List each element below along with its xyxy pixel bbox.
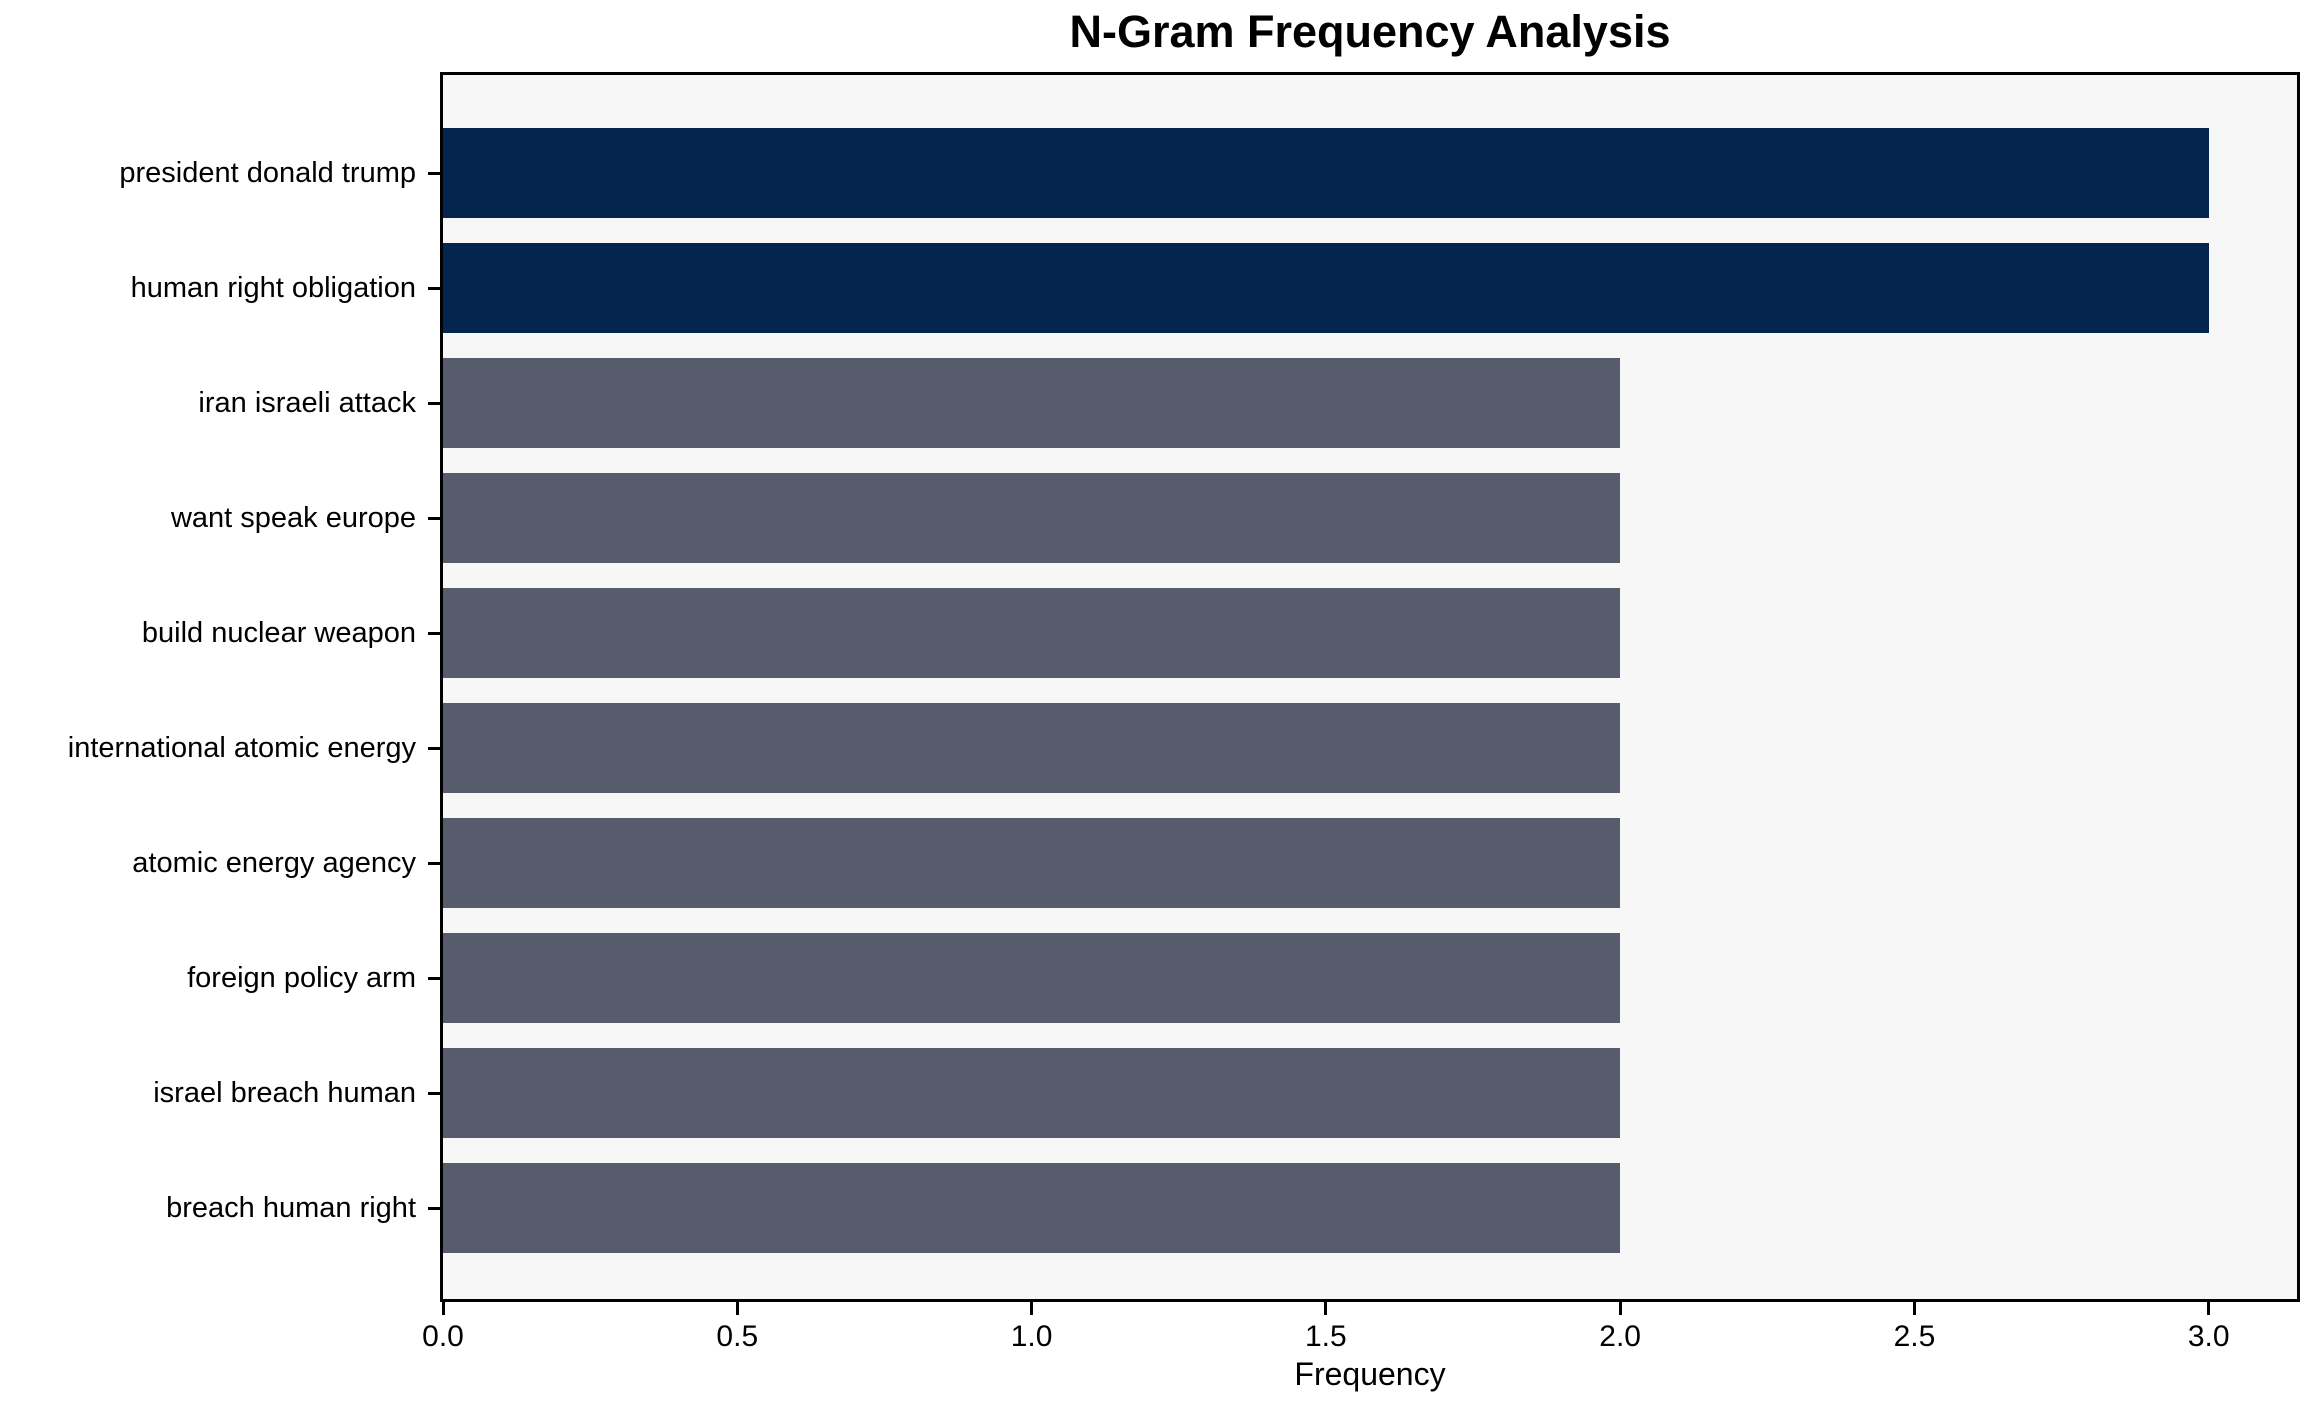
y-tick-mark	[428, 401, 440, 405]
bar-human-right-obligation	[443, 243, 2209, 333]
bar-atomic-energy-agency	[443, 818, 1621, 908]
y-tick-mark	[428, 286, 440, 290]
y-tick-mark	[428, 631, 440, 635]
y-tick-label: breach human right	[166, 1192, 416, 1224]
x-tick-mark	[1618, 1302, 1622, 1315]
x-axis-label: Frequency	[1294, 1356, 1446, 1392]
bar-want-speak-europe	[443, 473, 1621, 563]
y-tick-label: human right obligation	[130, 272, 416, 304]
chart-title: N-Gram Frequency Analysis	[1069, 6, 1671, 57]
x-tick-mark	[1030, 1302, 1034, 1315]
x-tick-mark	[441, 1302, 445, 1315]
y-tick-label: iran israeli attack	[198, 387, 416, 419]
x-tick-mark	[1912, 1302, 1916, 1315]
y-tick-label: want speak europe	[170, 502, 416, 534]
y-tick-label: israel breach human	[153, 1077, 416, 1109]
y-tick-mark	[428, 861, 440, 865]
y-tick-mark	[428, 171, 440, 175]
x-tick-mark	[1324, 1302, 1328, 1315]
y-tick-mark	[428, 976, 440, 980]
plot-area	[440, 72, 2300, 1302]
bar-israel-breach-human	[443, 1048, 1621, 1138]
y-tick-label: build nuclear weapon	[141, 617, 416, 649]
y-tick-mark	[428, 746, 440, 750]
y-tick-label: foreign policy arm	[187, 962, 416, 994]
x-tick-label: 0.0	[422, 1320, 464, 1353]
x-tick-mark	[2207, 1302, 2211, 1315]
y-tick-mark	[428, 1206, 440, 1210]
x-tick-mark	[735, 1302, 739, 1315]
bar-iran-israeli-attack	[443, 358, 1621, 448]
y-tick-label: president donald trump	[119, 157, 416, 189]
bar-foreign-policy-arm	[443, 933, 1621, 1023]
bar-international-atomic-energy	[443, 703, 1621, 793]
y-tick-mark	[428, 1091, 440, 1095]
x-tick-label: 0.5	[716, 1320, 759, 1353]
x-tick-label: 3.0	[2187, 1320, 2230, 1353]
y-tick-label: atomic energy agency	[132, 847, 416, 879]
bar-president-donald-trump	[443, 128, 2209, 218]
x-tick-label: 1.5	[1304, 1320, 1347, 1353]
bar-breach-human-right	[443, 1163, 1621, 1253]
x-tick-label: 2.5	[1893, 1320, 1936, 1353]
x-tick-label: 1.0	[1010, 1320, 1053, 1353]
bar-build-nuclear-weapon	[443, 588, 1621, 678]
x-tick-label: 2.0	[1599, 1320, 1641, 1353]
y-tick-label: international atomic energy	[67, 732, 416, 764]
y-tick-mark	[428, 516, 440, 520]
